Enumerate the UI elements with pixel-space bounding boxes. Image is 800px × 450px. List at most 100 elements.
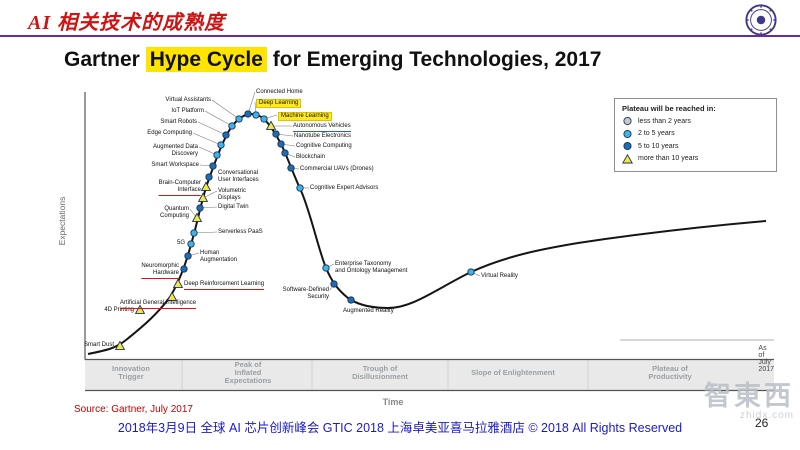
- chart-point-marker: [180, 265, 188, 273]
- chart-point-label: Commercial UAVs (Drones): [300, 166, 374, 172]
- slide-header-title: AI 相关技术的成熟度: [28, 12, 226, 34]
- chart-point-label: Deep Reinforcement Learning: [184, 281, 265, 290]
- chart-point-label: Human Augmentation: [200, 250, 238, 263]
- chart-point-marker: [184, 252, 192, 260]
- chart-point-marker: [209, 162, 217, 170]
- footer-note: 2018年3月9日 全球 AI 芯片创新峰会 GTIC 2018 上海卓美亚喜马…: [117, 421, 683, 435]
- legend-item: more than 10 years: [622, 153, 769, 164]
- chart-point-label: Enterprise Taxonomy and Ontology Managem…: [335, 261, 408, 274]
- chart-point-label: Augmented Data Discovery: [152, 144, 198, 157]
- leader-line: [204, 110, 233, 127]
- chart-title-highlight: Hype Cycle: [145, 47, 267, 72]
- chart-point-marker: [277, 140, 285, 148]
- watermark: 智東西 zhidx.com: [704, 382, 794, 421]
- page-number: 26: [755, 416, 769, 430]
- chart-point-label: Neuromorphic Hardware: [141, 263, 179, 279]
- chart-point-label: Quantum Computing: [159, 206, 189, 219]
- leader-line: [193, 231, 218, 234]
- chart-point-label: 5G: [176, 240, 185, 246]
- chart-point-marker: [235, 115, 243, 123]
- chart-point-marker: [172, 278, 184, 288]
- circle-marker-icon: [623, 129, 632, 138]
- chart-point-label: Artificial General Intelligence: [120, 300, 197, 309]
- x-axis-label: Time: [382, 397, 404, 407]
- watermark-domain: zhidx.com: [739, 410, 794, 421]
- chart-point-label: Serverless PaaS: [218, 229, 263, 235]
- chart-point-marker: [260, 115, 268, 123]
- chart-point-label: Conversational User Interfaces: [218, 170, 259, 183]
- phase-label: Trough of Disillusionment: [352, 364, 408, 381]
- chart-point-label: Autonomous Vehicles: [293, 123, 351, 132]
- chart-point-marker: [197, 192, 209, 202]
- chart-point-label: Software-Defined Security: [282, 287, 329, 300]
- chart-point-label: Connected Home: [256, 89, 303, 95]
- chart-point-label: Machine Learning: [278, 112, 332, 121]
- chart-point-marker: [222, 131, 230, 139]
- chart-point-label: Smart Workspace: [151, 162, 199, 168]
- phase-label: Innovation Trigger: [112, 364, 150, 381]
- chart-point-marker: [166, 291, 178, 301]
- legend-item-label: more than 10 years: [638, 155, 699, 162]
- chart-point-marker: [330, 280, 338, 288]
- circle-marker-icon: [623, 116, 632, 126]
- chart-point-label: Smart Robots: [160, 119, 197, 125]
- y-axis-label: Expectations: [57, 196, 67, 246]
- leader-line: [247, 91, 256, 115]
- source-note: Source: Gartner, July 2017: [74, 404, 193, 415]
- chart-point-label: Brain-Computer Interface: [158, 180, 201, 196]
- chart-point-label: Smart Dust: [83, 342, 114, 348]
- chart-point-marker: [322, 264, 330, 272]
- chart-point-label: Deep Learning: [256, 99, 302, 108]
- hype-cycle-chart: Expectations Time As of July 2017 Platea…: [57, 88, 780, 412]
- legend-item-label: 2 to 5 years: [638, 130, 675, 137]
- chart-point-label: Virtual Reality: [481, 273, 518, 279]
- phase-label: Plateau of Productivity: [648, 364, 692, 381]
- chart-point-marker: [287, 164, 295, 172]
- chart-point-marker: [190, 229, 198, 237]
- legend-item-label: 5 to 10 years: [638, 142, 679, 150]
- legend-item: less than 2 years: [622, 116, 769, 126]
- chart-point-label: IoT Platform: [171, 108, 204, 114]
- chart-point-marker: [217, 141, 225, 149]
- chart-title-suffix: for Emerging Technologies, 2017: [266, 48, 602, 71]
- chart-point-label: 4D Printing: [104, 307, 134, 313]
- chart-point-marker: [296, 184, 304, 192]
- chart-point-label: Nanotube Electronics: [294, 133, 352, 139]
- chart-point-marker: [213, 151, 221, 159]
- phase-label: Peak of Inflated Expectations: [224, 360, 272, 385]
- legend-item: 2 to 5 years: [622, 129, 769, 139]
- watermark-text: 智東西: [704, 381, 794, 411]
- chart-point-label: Edge Computing: [147, 130, 192, 136]
- chart-point-marker: [265, 120, 277, 130]
- legend: Plateau will be reached in: less than 2 …: [614, 98, 777, 172]
- university-logo-icon: [745, 4, 777, 36]
- chart-point-marker: [191, 212, 203, 222]
- chart-point-marker: [244, 110, 252, 118]
- chart-point-marker: [196, 204, 204, 212]
- as-of-label: As of July 2017: [758, 345, 774, 373]
- legend-item: 5 to 10 years: [622, 141, 769, 151]
- hype-cycle-svg: [84, 91, 774, 392]
- legend-item-label: less than 2 years: [638, 117, 691, 125]
- triangle-marker-icon: [622, 153, 633, 163]
- chart-point-label: Cognitive Computing: [296, 143, 352, 149]
- chart-point-marker: [467, 268, 475, 276]
- chart-point-label: Digital Twin: [218, 204, 249, 210]
- chart-point-marker: [205, 173, 213, 181]
- chart-point-label: Cognitive Expert Advisors: [310, 185, 379, 191]
- chart-point-marker: [252, 111, 260, 119]
- chart-point-marker: [200, 181, 212, 191]
- phase-band: [85, 359, 774, 391]
- chart-title: Gartner Hype Cycle for Emerging Technolo…: [64, 47, 602, 72]
- chart-point-marker: [281, 149, 289, 157]
- chart-point-marker: [134, 304, 146, 314]
- chart-title-prefix: Gartner: [64, 48, 146, 71]
- legend-items: less than 2 years 2 to 5 years 5 to 10 yea…: [622, 116, 769, 164]
- leader-line: [192, 132, 222, 146]
- circle-marker-icon: [623, 141, 632, 151]
- chart-point-marker: [228, 122, 236, 130]
- legend-title: Plateau will be reached in:: [622, 104, 716, 113]
- chart-point-marker: [272, 130, 280, 138]
- chart-point-label: Blockchain: [296, 154, 326, 160]
- leader-line: [197, 121, 227, 136]
